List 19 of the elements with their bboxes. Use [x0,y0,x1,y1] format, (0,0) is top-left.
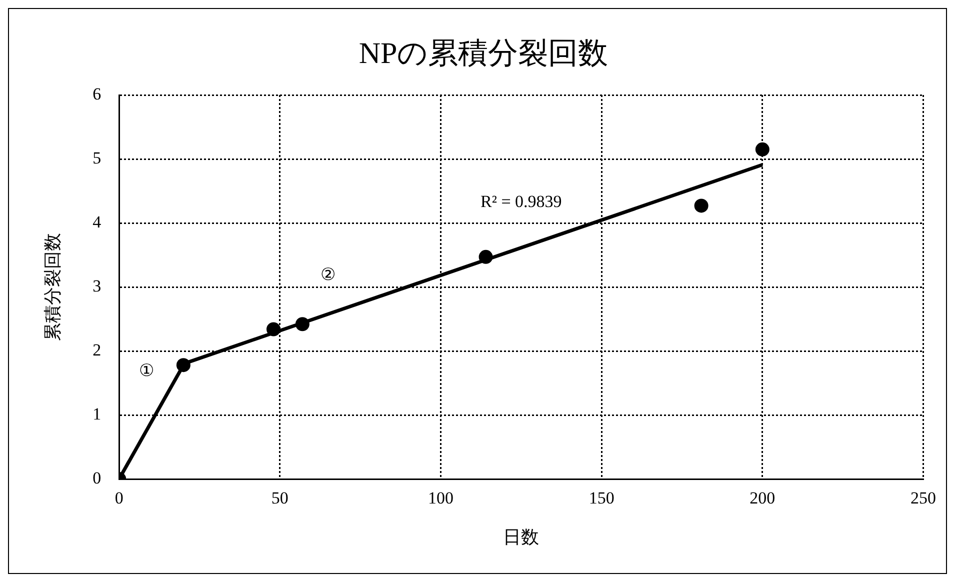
y-tick-label: 5 [92,148,102,168]
x-tick-label: 100 [428,488,454,508]
x-tick-label: 50 [271,488,288,508]
x-tick-label: 0 [114,488,124,508]
x-tick-label: 250 [910,488,936,508]
chart-title: NPの累積分裂回数 [358,36,608,70]
y-tick-label: 1 [92,404,102,424]
y-tick-label: 2 [92,340,102,360]
annotation: ② [320,264,336,284]
y-tick-label: 6 [92,84,102,104]
x-tick-label: 200 [750,488,776,508]
x-tick-label: 150 [588,488,614,508]
y-tick-label: 4 [92,212,102,232]
annotation: R² = 0.9839 [480,192,562,211]
y-tick-label: 3 [92,276,102,296]
annotation: ① [138,360,154,380]
y-axis-title: 累積分裂回数 [42,233,63,341]
x-axis-title: 日数 [503,526,540,547]
y-tick-label: 0 [92,468,102,488]
